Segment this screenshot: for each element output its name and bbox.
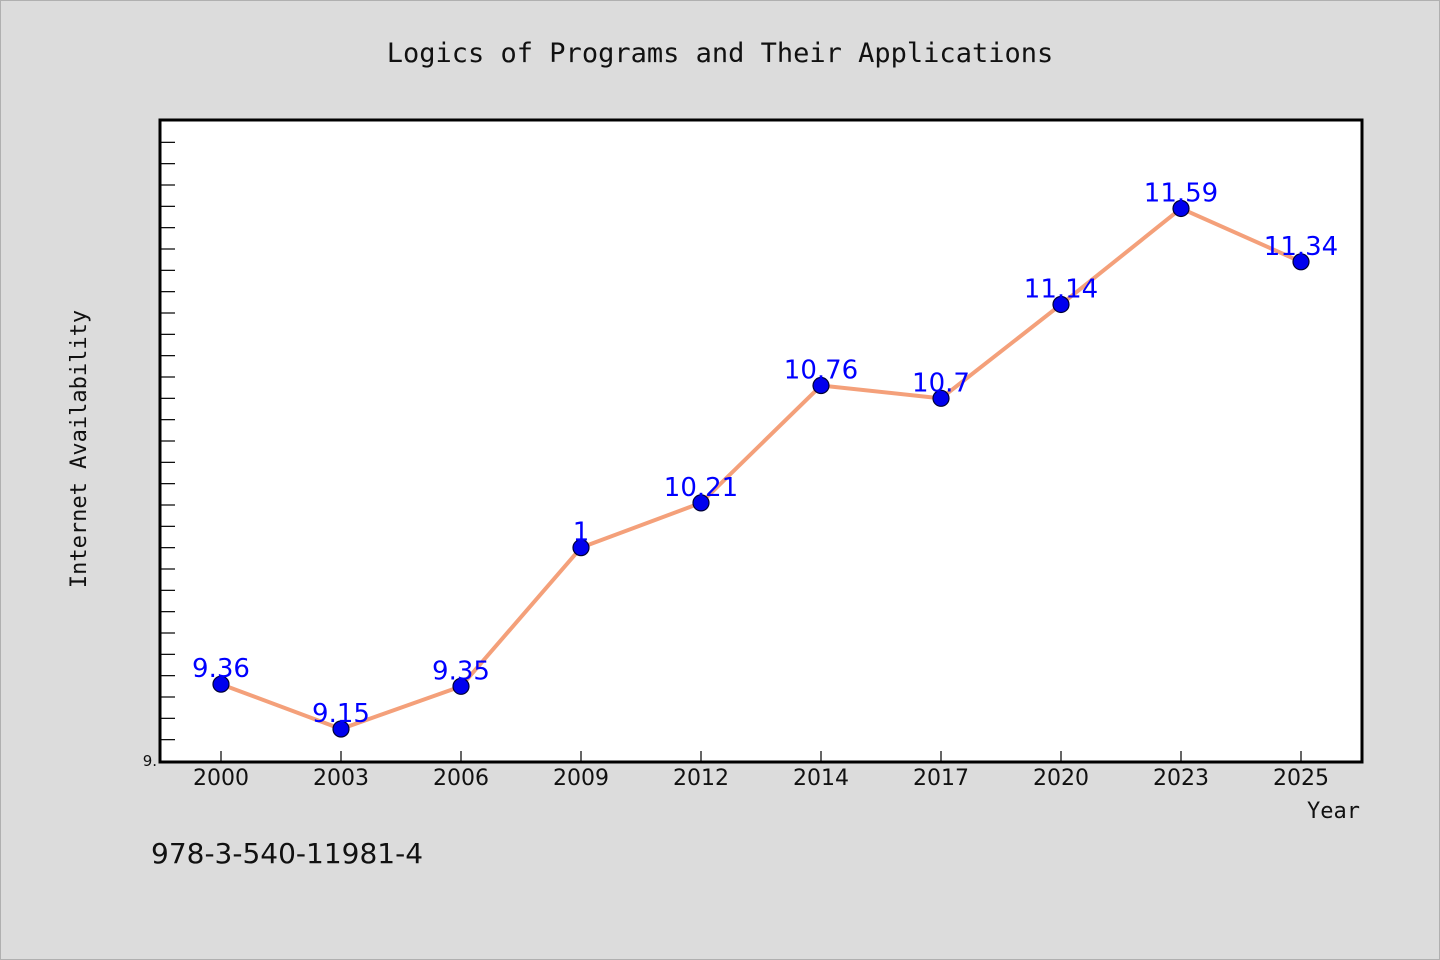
x-axis-ticks: 2000 2003 2006 2009 2012 2014 2017 2020 2023 2025	[193, 751, 1329, 791]
data-label: 11.14	[1024, 274, 1098, 304]
data-point	[1172, 199, 1190, 218]
x-tick-label: 2014	[793, 766, 849, 791]
data-label: 9.35	[432, 656, 490, 686]
x-tick-label: 2006	[433, 766, 489, 791]
data-label: 10.21	[664, 473, 738, 503]
x-tick-label: 2017	[913, 766, 969, 791]
x-tick-label: 2000	[193, 766, 249, 791]
series-line	[219, 206, 1303, 731]
data-label: 9.15	[312, 699, 370, 729]
data-point	[932, 389, 950, 407]
data-point	[1292, 253, 1310, 271]
data-point	[572, 539, 590, 557]
isbn-annotation: 978-3-540-11981-4	[151, 837, 423, 870]
data-point	[1052, 295, 1070, 314]
data-label: 1	[573, 518, 590, 548]
data-label: 11.59	[1144, 178, 1218, 208]
plot-area	[158, 118, 1364, 764]
data-label-layer: 9.36 9.15 9.35 1 10.21 10.76 10.7 11.14 11.59 11.…	[192, 178, 1338, 729]
data-label: 10.76	[784, 356, 858, 386]
data-point	[812, 376, 830, 395]
data-label: 11.34	[1264, 232, 1338, 262]
y-axis-label: Internet Availability	[67, 310, 92, 588]
chart-title: Logics of Programs and Their Application…	[387, 38, 1053, 69]
x-tick-label: 2003	[313, 766, 369, 791]
x-tick-label: 2009	[553, 766, 609, 791]
y-tick-label: 9.	[143, 752, 157, 770]
x-axis-label: Year	[1307, 799, 1360, 824]
x-tick-label: 2020	[1033, 766, 1089, 791]
x-tick-label: 2012	[673, 766, 729, 791]
y-axis-ticks: 9.	[143, 141, 175, 770]
data-label: 9.36	[192, 654, 250, 684]
data-point	[452, 677, 470, 695]
data-point	[332, 720, 350, 738]
x-tick-label: 2023	[1153, 766, 1209, 791]
series-layer	[212, 199, 1310, 738]
data-point	[692, 494, 710, 512]
x-tick-label: 2025	[1273, 766, 1329, 791]
data-point	[212, 675, 230, 693]
data-label: 10.7	[912, 368, 970, 398]
